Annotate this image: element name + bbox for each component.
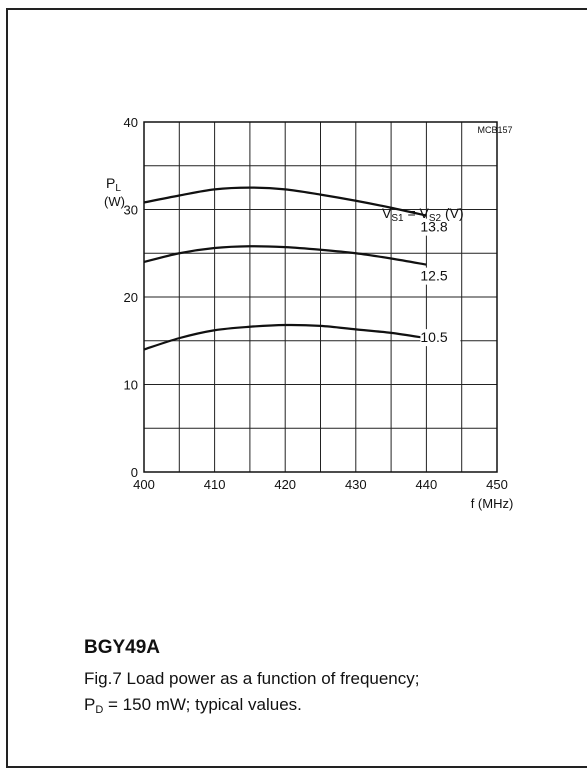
x-tick-label: 410: [204, 477, 226, 492]
y-axis-label-main: P: [106, 175, 115, 191]
series-line: [143, 186, 427, 217]
legend-title-s2: S2: [429, 213, 442, 224]
y-axis-label: PL: [106, 175, 121, 194]
y-tick-label: 10: [124, 378, 138, 393]
y-axis-unit: (W): [104, 194, 125, 209]
series-label-background: [420, 267, 461, 285]
caption-symbol-sub: D: [95, 704, 104, 716]
y-axis-label-sub: L: [115, 183, 121, 194]
series-line: [143, 245, 427, 266]
chart-code: MCB157: [477, 125, 512, 135]
series-label: 12.5: [420, 268, 447, 284]
x-tick-label: 430: [345, 477, 367, 492]
caption-line-1: Fig.7 Load power as a function of freque…: [84, 669, 420, 688]
chart: 13.812.510.5 400 410 420 430 440 450010203040…: [104, 115, 514, 511]
x-tick-label: 440: [416, 477, 438, 492]
x-tick-label: 420: [274, 477, 296, 492]
series-label-background: [420, 218, 461, 236]
caption-title: BGY49A: [84, 637, 161, 658]
y-tick-label: 20: [124, 290, 138, 305]
x-tick-label: 450: [486, 477, 508, 492]
legend-title: VS1 = VS2 (V): [382, 205, 464, 224]
x-tick-label: 400: [133, 477, 155, 492]
caption-line-2-rest: = 150 mW; typical values.: [103, 695, 302, 714]
chart-grid: [143, 121, 498, 473]
chart-ticks: 400 410 420 430 440 450 0 10 20 30 40: [124, 115, 508, 492]
legend-title-v1: V: [382, 205, 392, 221]
figure-caption: BGY49A Fig.7 Load power as a function of…: [84, 636, 574, 723]
series-label: 13.8: [420, 219, 447, 235]
series-label: 10.5: [420, 329, 447, 345]
y-tick-label: 40: [124, 115, 138, 130]
legend-title-eq: = V: [404, 205, 430, 221]
series-label-background: [420, 329, 461, 347]
legend-title-s1: S1: [391, 213, 404, 224]
y-tick-label: 0: [131, 465, 138, 480]
caption-symbol: P: [84, 695, 96, 714]
plot-border: [143, 121, 498, 473]
y-tick-label: 30: [124, 203, 138, 218]
chart-series: 13.8 12.5 10.5: [143, 186, 461, 351]
legend-title-unit: (V): [441, 205, 464, 221]
series-line: [143, 323, 427, 351]
caption-line-2: PD = 150 mW; typical values.: [84, 692, 574, 723]
x-axis-label: f (MHz): [471, 496, 514, 511]
